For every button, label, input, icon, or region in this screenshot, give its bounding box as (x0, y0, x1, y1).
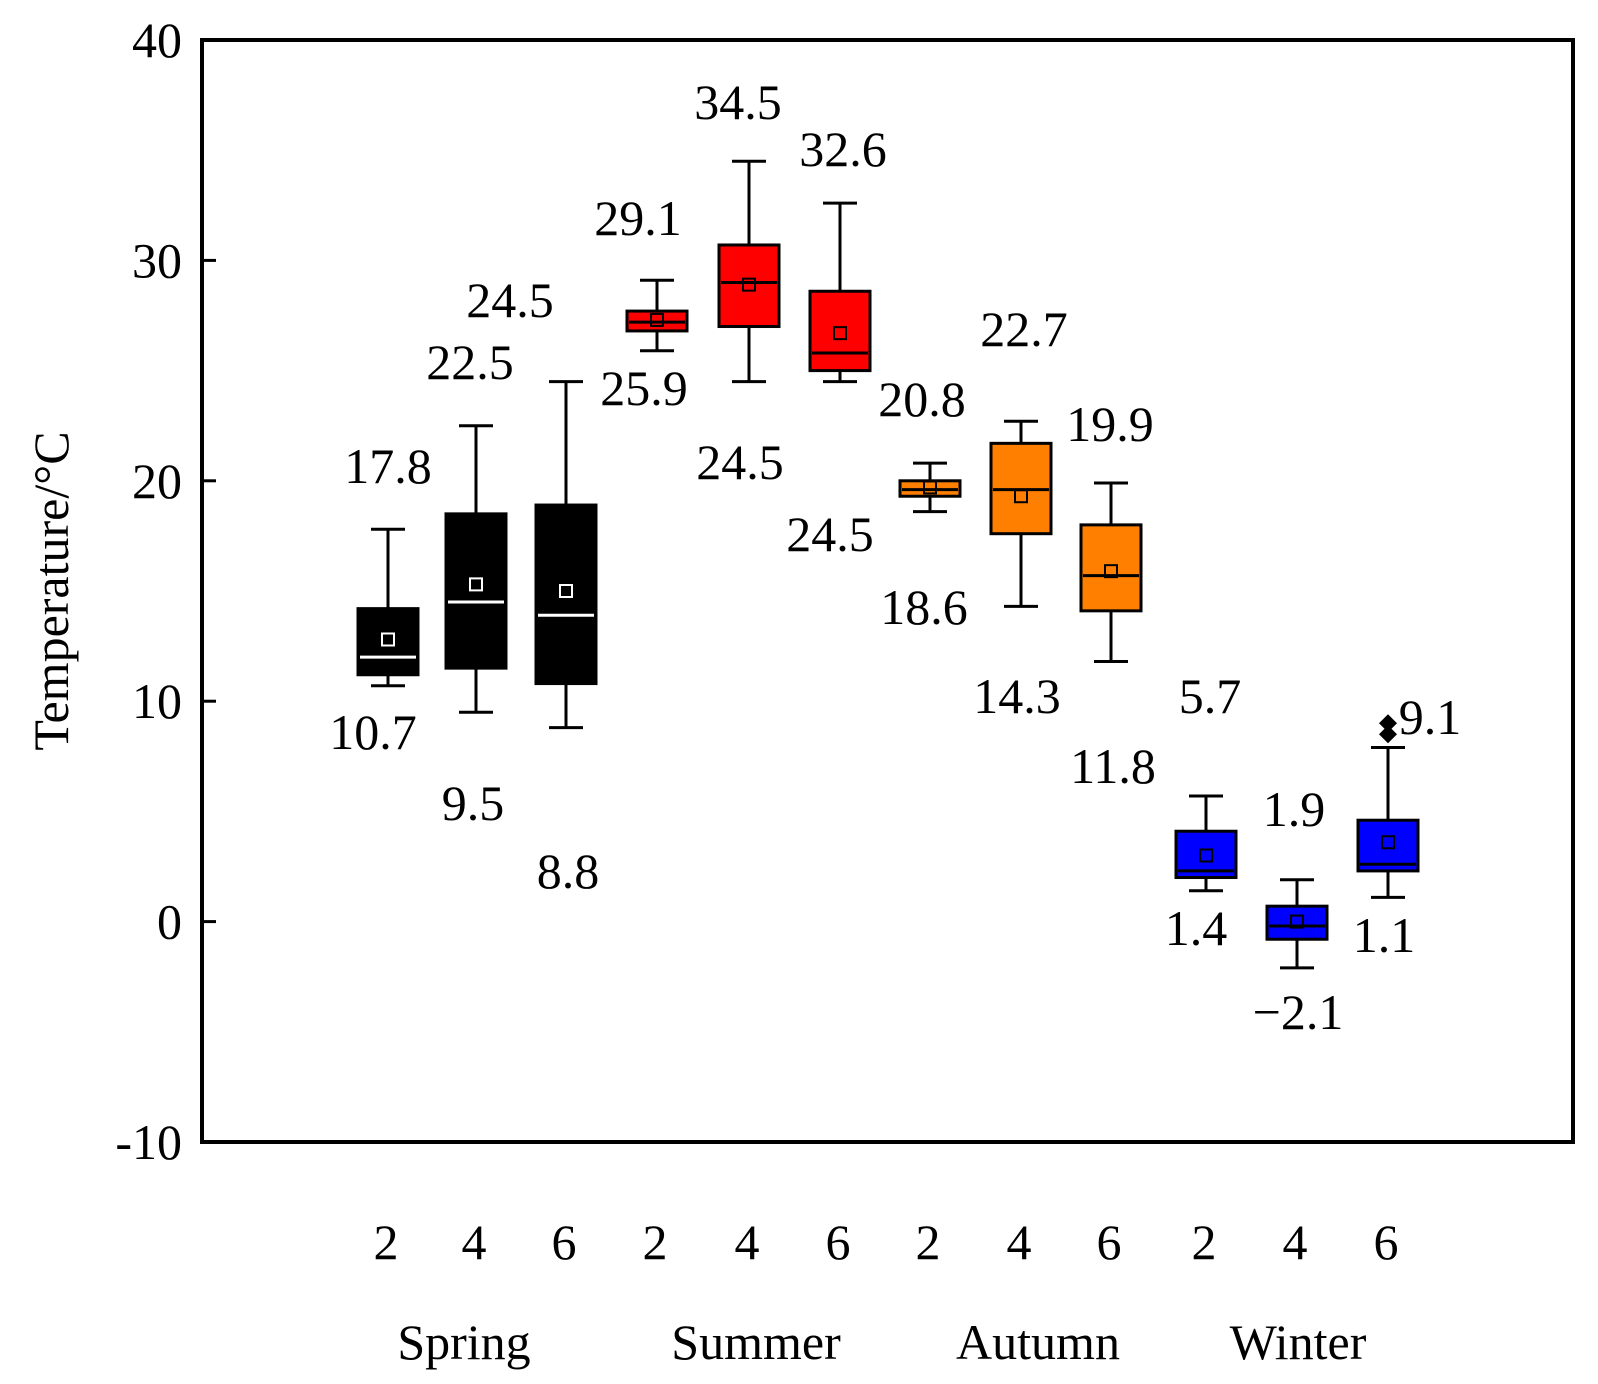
max-value-label: 9.1 (1399, 689, 1462, 745)
x-tick-label: 6 (826, 1214, 851, 1270)
value-annotations: 17.8 10.7 22.5 9.5 24.5 8.8 29.1 25.9 34.5 24.5 32… (329, 74, 1461, 1040)
box-spring-4 (444, 424, 508, 714)
mean-marker (559, 584, 573, 598)
max-value-label: 5.7 (1179, 668, 1242, 724)
mean-marker (833, 326, 847, 341)
y-tick-label: 20 (132, 453, 182, 509)
box-spring-2 (356, 527, 420, 688)
min-value-label: 24.5 (786, 506, 874, 562)
iqr-box (444, 512, 508, 670)
min-value-label: 25.9 (600, 360, 688, 416)
mean-marker (1014, 489, 1028, 504)
plot-frame (200, 38, 1575, 1144)
min-value-label: −2.1 (1253, 984, 1344, 1040)
mean-marker (469, 577, 483, 592)
x-tick-label: 2 (1192, 1214, 1217, 1270)
max-value-label: 1.9 (1263, 781, 1326, 837)
mean-marker (1290, 914, 1304, 929)
box-autumn-4 (989, 419, 1053, 608)
iqr-box (1079, 523, 1143, 613)
box-summer-6 (808, 201, 872, 384)
box-autumn-2 (898, 461, 962, 514)
x-tick-label: 4 (1283, 1214, 1308, 1270)
box-series (356, 159, 1420, 970)
y-tick-label: 0 (157, 894, 182, 950)
box-winter-4 (1265, 878, 1329, 970)
max-value-label: 22.5 (426, 334, 514, 390)
min-value-label: 24.5 (696, 434, 784, 490)
season-label: Summer (671, 1314, 841, 1370)
iqr-box (717, 243, 781, 329)
y-tick-label: 30 (132, 232, 182, 288)
min-value-label: 14.3 (973, 668, 1061, 724)
group-autumn (898, 419, 1143, 664)
y-axis: -10 0 10 20 30 40 (115, 12, 216, 1170)
max-value-label: 34.5 (694, 74, 782, 130)
y-tick-label: 10 (132, 673, 182, 729)
x-tick-label: 6 (1097, 1214, 1122, 1270)
iqr-box (356, 607, 420, 677)
max-value-label: 24.5 (466, 272, 554, 328)
min-value-label: 11.8 (1070, 738, 1156, 794)
max-value-label: 29.1 (594, 190, 682, 246)
box-summer-4 (717, 159, 781, 384)
max-value-label: 22.7 (980, 301, 1068, 357)
mean-marker (1381, 835, 1395, 850)
box-winter-2 (1174, 794, 1238, 893)
box-winter-6 (1356, 714, 1420, 899)
mean-marker (1104, 564, 1118, 579)
outlier-point (1379, 725, 1397, 744)
group-winter (1174, 714, 1420, 970)
max-value-label: 20.8 (878, 371, 966, 427)
x-tick-label: 6 (552, 1214, 577, 1270)
max-value-label: 19.9 (1066, 396, 1154, 452)
y-tick-label: 40 (132, 12, 182, 68)
mean-marker (650, 312, 664, 327)
mean-marker (923, 480, 937, 495)
x-axis-tick-labels: 2 4 6 2 4 6 2 4 6 2 4 6 (374, 1214, 1399, 1270)
box-spring-6 (534, 380, 598, 730)
max-value-label: 17.8 (344, 438, 432, 494)
min-value-label: 8.8 (537, 843, 600, 899)
x-tick-label: 4 (1007, 1214, 1032, 1270)
outlier-point (1379, 714, 1397, 733)
group-summer (625, 159, 872, 384)
max-value-label: 32.6 (799, 121, 887, 177)
mean-marker (1199, 848, 1213, 863)
min-value-label: 10.7 (329, 704, 417, 760)
y-tick-label: -10 (115, 1114, 182, 1170)
season-label: Winter (1230, 1314, 1367, 1370)
box-summer-2 (625, 278, 689, 353)
iqr-box (808, 289, 872, 373)
iqr-box (534, 503, 598, 686)
iqr-box (1265, 904, 1329, 941)
season-label: Autumn (956, 1314, 1120, 1370)
min-value-label: 1.1 (1353, 907, 1416, 963)
min-value-label: 18.6 (880, 579, 968, 635)
min-value-label: 1.4 (1165, 900, 1228, 956)
season-labels: Spring Summer Autumn Winter (397, 1314, 1366, 1370)
group-spring (356, 380, 598, 730)
x-tick-label: 6 (1374, 1214, 1399, 1270)
x-tick-label: 2 (916, 1214, 941, 1270)
mean-marker (381, 632, 395, 647)
box-autumn-6 (1079, 481, 1143, 664)
x-tick-label: 4 (462, 1214, 487, 1270)
season-label: Spring (397, 1314, 530, 1370)
mean-marker (742, 277, 756, 292)
y-axis-label: Temperature/°C (23, 431, 79, 750)
min-value-label: 9.5 (442, 775, 505, 831)
x-tick-label: 4 (735, 1214, 760, 1270)
iqr-box (1356, 818, 1420, 873)
x-tick-label: 2 (374, 1214, 399, 1270)
x-tick-label: 2 (643, 1214, 668, 1270)
